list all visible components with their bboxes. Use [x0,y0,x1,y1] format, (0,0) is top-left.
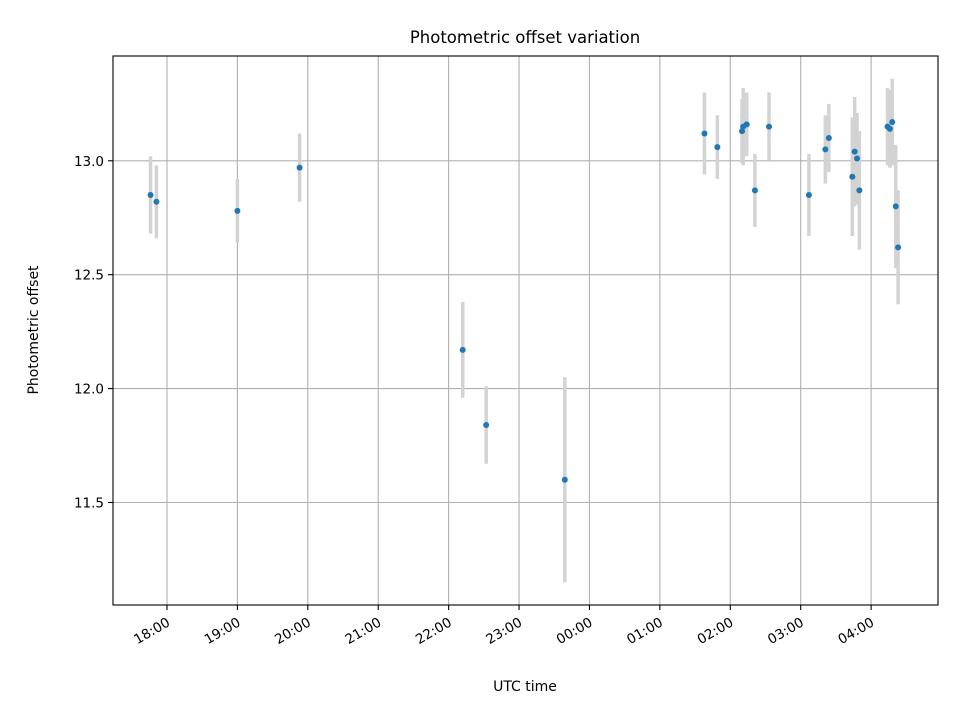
x-tick-label: 01:00 [624,615,666,648]
data-point [856,187,863,194]
y-tick-label: 13.0 [74,154,104,170]
y-axis-label: Photometric offset [26,265,42,395]
x-tick-label: 19:00 [202,615,244,648]
data-point [483,422,490,429]
data-point [296,164,303,171]
x-tick-label: 21:00 [343,615,385,648]
y-axis-ticks: 11.5 12.0 12.5 13.0 [74,154,113,511]
x-tick-label: 20:00 [272,615,314,648]
grid-lines [113,56,938,605]
y-tick-label: 11.5 [74,495,104,511]
data-point [561,476,568,483]
data-point [153,198,160,205]
data-point [822,146,829,153]
x-tick-label: 18:00 [131,615,173,648]
data-point [849,173,856,180]
data-point [886,125,893,132]
y-tick-label: 12.0 [74,382,104,398]
x-tick-label: 23:00 [483,615,525,648]
data-point [751,187,758,194]
data-point [701,130,708,137]
error-bars [148,78,900,583]
x-axis-label: UTC time [493,679,557,695]
x-tick-label: 04:00 [835,615,877,648]
data-point [459,346,466,353]
plot-area-frame [112,55,939,606]
data-point [851,148,858,155]
data-point [889,119,896,126]
data-point [714,144,721,151]
x-tick-label: 02:00 [695,615,737,648]
y-tick-label: 12.5 [74,268,104,284]
data-point [825,135,832,142]
data-point [854,155,861,162]
x-axis-ticks: 18:00 19:00 20:00 21:00 22:00 23:00 00:00 01:00… [131,605,877,648]
data-points [147,119,902,483]
data-point [147,191,154,198]
data-point [805,191,812,198]
data-point [766,123,773,130]
x-tick-label: 22:00 [413,615,455,648]
data-point [743,121,750,128]
x-tick-label: 03:00 [765,615,807,648]
data-point [739,128,746,135]
data-point [892,203,899,210]
data-point [895,244,902,251]
x-tick-label: 00:00 [554,615,596,648]
data-point [234,207,241,214]
chart-title: Photometric offset variation [410,28,640,47]
